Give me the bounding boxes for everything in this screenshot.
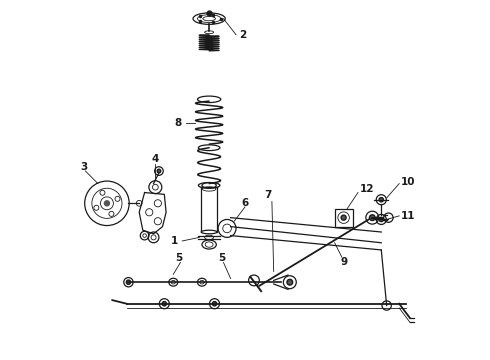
Text: 1: 1: [171, 236, 178, 246]
Text: 10: 10: [401, 177, 416, 187]
Text: 5: 5: [218, 253, 225, 263]
Circle shape: [379, 217, 383, 222]
Circle shape: [341, 215, 346, 220]
Circle shape: [126, 280, 131, 284]
Circle shape: [212, 302, 217, 306]
Text: 7: 7: [265, 190, 272, 200]
Text: 9: 9: [340, 257, 347, 267]
Text: 11: 11: [401, 211, 416, 221]
Circle shape: [104, 201, 109, 206]
Circle shape: [157, 169, 161, 173]
Text: 6: 6: [242, 198, 248, 208]
Circle shape: [369, 215, 375, 221]
Text: 2: 2: [239, 30, 246, 40]
Text: 5: 5: [175, 253, 182, 263]
Text: 8: 8: [174, 118, 182, 128]
Text: 4: 4: [152, 154, 159, 164]
Circle shape: [287, 279, 293, 285]
Circle shape: [162, 302, 167, 306]
Text: 3: 3: [80, 162, 87, 172]
Circle shape: [379, 198, 383, 202]
Text: 12: 12: [360, 184, 374, 194]
